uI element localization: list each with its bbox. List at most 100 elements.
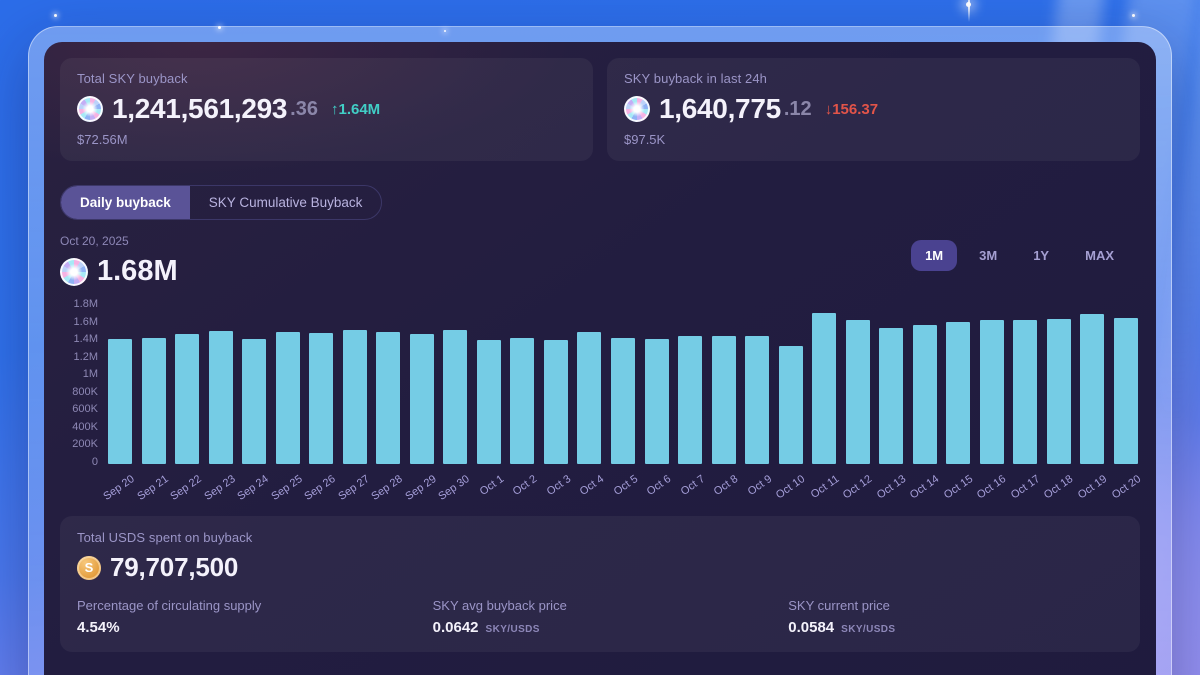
x-tick-cell: Oct 8 — [712, 464, 740, 508]
bar-sep-24[interactable] — [242, 338, 267, 464]
x-tick-cell: Oct 6 — [645, 464, 673, 508]
x-tick-label: Oct 5 — [611, 473, 640, 498]
sparkle-star-icon — [54, 14, 57, 17]
bottom-stats-row: Percentage of circulating supply 4.54% S… — [77, 598, 1123, 636]
x-tick-label: Oct 1 — [477, 473, 506, 498]
x-tick-label: Sep 20 — [101, 473, 137, 503]
buyback-24h-label: SKY buyback in last 24h — [624, 71, 767, 86]
buyback-24h-usd: $97.5K — [624, 132, 666, 147]
bar-oct-3[interactable] — [543, 339, 568, 464]
total-buyback-usd: $72.56M — [77, 132, 128, 147]
x-tick-cell: Oct 10 — [774, 464, 807, 508]
tab-daily-buyback[interactable]: Daily buyback — [61, 186, 190, 219]
chart-hover-date: Oct 20, 2025 — [60, 234, 129, 248]
x-tick-cell: Oct 5 — [611, 464, 639, 508]
x-tick-label: Sep 29 — [403, 473, 439, 503]
x-tick-cell: Sep 23 — [202, 464, 237, 508]
sparkle-star-icon — [1132, 14, 1135, 17]
chart-y-axis: 1.8M 1.6M 1.4M 1.2M 1M 800K 600K 400K 200K 0 — [60, 298, 108, 468]
sky-token-icon — [60, 257, 88, 286]
bar-oct-20[interactable] — [1113, 318, 1138, 464]
x-tick-label: Oct 4 — [577, 473, 607, 498]
bar-oct-19[interactable] — [1080, 313, 1105, 464]
usds-spent-value: 79,707,500 — [110, 552, 239, 582]
x-tick-label: Oct 17 — [1008, 473, 1043, 502]
bars — [108, 304, 1140, 464]
x-tick-cell: Oct 1 — [477, 464, 505, 508]
chart-x-axis: Sep 20 Sep 21 Sep 22 Sep 23 Sep 24 Sep 25 Sep … — [101, 464, 1143, 508]
bar-oct-18[interactable] — [1046, 319, 1071, 464]
bar-oct-17[interactable] — [1013, 320, 1038, 464]
y-tick-label: 200K — [72, 438, 98, 451]
bar-sep-22[interactable] — [175, 334, 200, 464]
y-tick-label: 600K — [72, 403, 98, 416]
bar-oct-1[interactable] — [476, 339, 501, 464]
buyback-24h-card: SKY buyback in last 24h 1,640,775 .12 ↓1… — [607, 58, 1140, 161]
x-tick-label: Oct 6 — [644, 473, 674, 498]
bar-sep-30[interactable] — [443, 329, 468, 464]
circulating-supply-label: Percentage of circulating supply — [77, 598, 262, 613]
x-tick-cell: Oct 7 — [678, 464, 706, 508]
avg-buyback-price-stat: SKY avg buyback price 0.0642 SKY/USDS — [433, 598, 789, 636]
bar-oct-9[interactable] — [745, 336, 770, 464]
buyback-bar-chart: 1.8M 1.6M 1.4M 1.2M 1M 800K 600K 400K 200K 0 — [60, 299, 1140, 467]
bar-sep-26[interactable] — [309, 333, 334, 464]
bar-sep-23[interactable] — [208, 330, 233, 464]
bar-oct-10[interactable] — [778, 345, 803, 464]
chart-hover-value: 1.68M — [97, 255, 178, 287]
y-tick-label: 1.6M — [73, 315, 98, 328]
bar-sep-25[interactable] — [275, 331, 300, 464]
bar-oct-8[interactable] — [711, 336, 736, 464]
bar-sep-27[interactable] — [342, 329, 367, 464]
avg-buyback-price-unit: SKY/USDS — [485, 624, 540, 635]
bar-oct-11[interactable] — [812, 312, 837, 464]
bar-oct-12[interactable] — [845, 320, 870, 464]
range-1m-button[interactable]: 1M — [911, 240, 958, 271]
y-tick-label: 400K — [72, 420, 98, 433]
bar-oct-4[interactable] — [577, 332, 602, 464]
buyback-24h-delta: ↓156.37 — [824, 100, 879, 118]
stat-cards-row: Total SKY buyback 1,241,561,293 .36 ↑1.6… — [60, 58, 1140, 161]
y-tick-label: 1.8M — [73, 298, 98, 310]
bar-sep-28[interactable] — [376, 332, 401, 464]
x-tick-cell: Oct 15 — [942, 464, 975, 508]
x-tick-cell: Sep 25 — [269, 464, 304, 508]
x-tick-label: Sep 21 — [134, 473, 171, 503]
bar-oct-13[interactable] — [879, 328, 904, 464]
range-3m-button[interactable]: 3M — [979, 248, 998, 263]
x-tick-cell: Oct 18 — [1042, 464, 1075, 508]
total-buyback-value: 1,241,561,293 — [112, 93, 288, 124]
y-tick-label: 0 — [91, 455, 98, 468]
x-tick-label: Oct 9 — [745, 473, 774, 498]
x-tick-label: Oct 7 — [678, 473, 707, 498]
range-max-button[interactable]: MAX — [1085, 248, 1114, 263]
x-tick-cell: Oct 14 — [908, 464, 941, 508]
x-tick-cell: Oct 4 — [577, 464, 606, 508]
bar-oct-15[interactable] — [946, 321, 971, 464]
usds-spent-value-row: S 79,707,500 — [77, 552, 1123, 583]
bar-sep-29[interactable] — [409, 334, 434, 464]
bar-oct-6[interactable] — [644, 338, 669, 464]
bar-sep-20[interactable] — [108, 338, 132, 464]
bar-oct-2[interactable] — [510, 337, 535, 464]
total-buyback-delta: ↑1.64M — [330, 100, 381, 118]
x-tick-cell: Sep 27 — [336, 464, 371, 508]
x-tick-cell: Sep 26 — [303, 464, 338, 508]
x-tick-cell: Oct 16 — [975, 464, 1008, 508]
sparkle-star-icon — [444, 30, 446, 32]
circulating-supply-stat: Percentage of circulating supply 4.54% — [77, 598, 433, 636]
x-tick-label: Oct 13 — [874, 473, 909, 502]
x-tick-label: Oct 8 — [712, 473, 741, 498]
range-1y-button[interactable]: 1Y — [1033, 248, 1050, 263]
sky-token-icon — [77, 96, 103, 122]
bar-oct-5[interactable] — [610, 337, 635, 464]
tab-cumulative-buyback[interactable]: SKY Cumulative Buyback — [208, 195, 363, 210]
bar-sep-21[interactable] — [141, 337, 166, 464]
x-tick-label: Oct 20 — [1109, 473, 1143, 502]
x-tick-label: Sep 26 — [302, 473, 339, 503]
x-tick-label: Oct 10 — [774, 473, 808, 502]
bar-oct-16[interactable] — [979, 320, 1004, 464]
bar-oct-14[interactable] — [912, 325, 937, 464]
bar-oct-7[interactable] — [678, 336, 703, 464]
x-tick-cell: Sep 21 — [135, 464, 170, 508]
